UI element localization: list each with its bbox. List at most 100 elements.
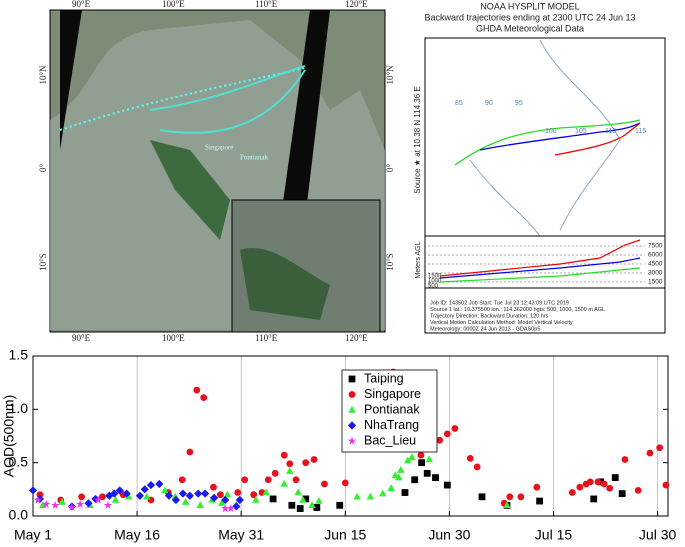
point [321, 480, 328, 488]
point [387, 484, 395, 491]
footnote: Vertical Motion Calculation Method: Mode… [430, 320, 573, 326]
point [466, 455, 474, 462]
point [98, 493, 106, 501]
legend-label: Pontianak [364, 402, 420, 416]
point [288, 501, 296, 509]
point [193, 386, 201, 394]
point [201, 489, 210, 498]
point [111, 495, 120, 503]
point [451, 425, 459, 432]
hysplit-met: GHDA Meteorological Data [476, 23, 584, 33]
point [171, 495, 181, 505]
point [568, 489, 576, 496]
footnote: Meteorology: 0000Z 24 Jun 2013 - GDAS0p5 [430, 326, 540, 332]
start-height: 1000 [428, 279, 442, 285]
y-axis-label: AOD(500nm) [1, 395, 17, 477]
point [216, 491, 224, 499]
point [294, 488, 302, 496]
point [67, 503, 77, 512]
start-height: 500 [428, 284, 439, 290]
point [296, 505, 304, 512]
legend-marker [348, 375, 356, 383]
point [436, 436, 444, 444]
point [506, 493, 514, 501]
point [196, 501, 204, 509]
point [218, 499, 226, 506]
point [210, 483, 217, 491]
legend-marker [348, 405, 356, 413]
x-tick-label: Jun 15 [324, 527, 366, 543]
trajectory [554, 122, 641, 156]
lon-label: 115 [635, 128, 646, 135]
point [210, 493, 219, 502]
lon-label: 110°E [255, 333, 278, 343]
hysplit-title: NOAA HYSPLIT MODEL [480, 1, 579, 11]
source-label: Source ★ at 10.38 N 114.36 E [413, 86, 422, 194]
x-tick-label: May 1 [14, 527, 52, 543]
lon-label: 110°E [255, 0, 278, 9]
point [308, 501, 316, 509]
lon-label: 85 [455, 100, 463, 107]
point [443, 430, 451, 438]
point [140, 485, 149, 494]
hysplit-map [424, 37, 666, 237]
point [115, 486, 124, 495]
legend-marker [347, 436, 357, 445]
scatter-chart: May 1 May 16 May 31 Jun 15 Jun 30 Jul 15 Jul 3… [1, 347, 677, 543]
footnote: Source 1 lat.: 10.375500 lon.: 114.36200… [430, 307, 605, 313]
level-label: 7500 [648, 243, 663, 250]
hysplit-subtitle: Backward trajectories ending at 2300 UTC… [424, 12, 635, 22]
y-tick-label: 1.0 [9, 400, 29, 416]
point [280, 479, 288, 487]
point [28, 486, 38, 495]
footnote-box [424, 287, 666, 334]
level-label: 6000 [648, 252, 663, 259]
lon-label: 120°E [345, 0, 368, 9]
start-height: 1500 [428, 274, 442, 280]
point [473, 463, 481, 471]
point [178, 476, 186, 484]
point [286, 467, 294, 474]
point [58, 498, 66, 505]
height-trajectory [439, 239, 641, 277]
x-tick-label: Jul 30 [639, 527, 677, 543]
point [618, 490, 626, 497]
lon-label: 120°E [345, 333, 368, 343]
point [299, 495, 307, 503]
lat-label: 10°S [385, 253, 395, 271]
lat-label: 0° [38, 164, 48, 173]
point [161, 486, 169, 494]
point [155, 479, 164, 489]
point [280, 451, 288, 459]
lon-label: 100°E [162, 0, 185, 9]
point [221, 504, 230, 513]
lon-label: 110 [605, 128, 616, 135]
x-tick-label: Jul 15 [535, 527, 573, 543]
point [411, 476, 419, 484]
height-axis-label: Meters AGL [415, 241, 422, 278]
legend-label: Bac_Lieu [364, 433, 416, 447]
point [611, 474, 619, 481]
lat-label: 10°N [38, 65, 48, 85]
point [252, 495, 260, 503]
lon-label: 100°E [162, 333, 185, 343]
y-tick-label: 0.0 [9, 507, 29, 523]
place-label: Singapore [205, 144, 233, 152]
point [241, 476, 249, 484]
point [590, 495, 598, 503]
legend-marker [347, 421, 357, 430]
point [443, 481, 451, 489]
y-tick-label: 0.5 [9, 453, 29, 469]
point [264, 476, 272, 484]
point [341, 479, 349, 487]
point [51, 500, 60, 509]
lon-label: 90°E [72, 0, 91, 9]
coastline [469, 39, 621, 237]
satellite-map: Singapore Pontianak 90°E 100°E 110°E 120… [38, 0, 395, 343]
place-label: Pontianak [240, 154, 268, 162]
legend-label: Taiping [364, 371, 404, 385]
point [223, 490, 232, 498]
point [181, 498, 190, 505]
point [269, 495, 277, 503]
